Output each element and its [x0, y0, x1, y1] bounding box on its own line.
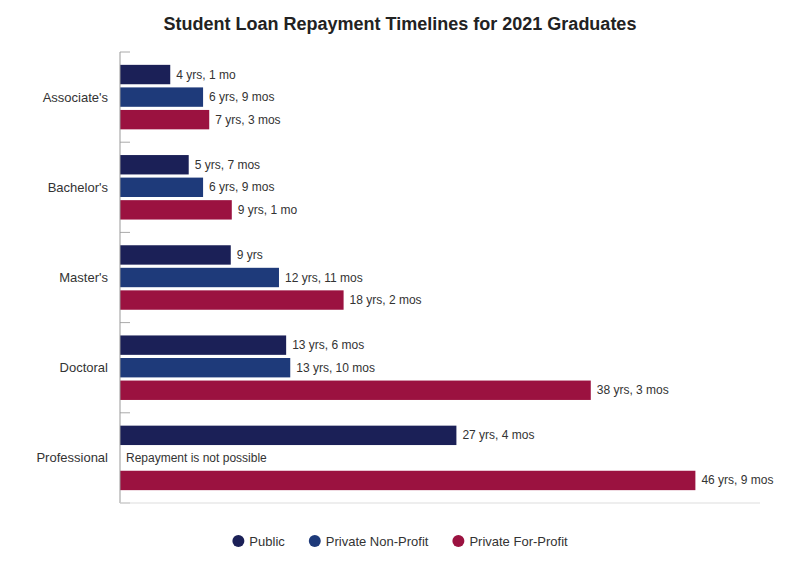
bar: [120, 335, 286, 354]
bar: [120, 381, 591, 400]
legend-label: Private Non-Profit: [326, 534, 429, 549]
y-axis-line: [120, 52, 121, 503]
data-label: 6 yrs, 9 mos: [209, 90, 274, 104]
bars: [120, 65, 695, 490]
bar: [120, 178, 203, 197]
bar: [120, 426, 456, 445]
y-tick-label: Professional: [36, 450, 108, 465]
bar: [120, 471, 695, 490]
data-label: Repayment is not possible: [126, 451, 267, 465]
bar: [120, 110, 209, 129]
data-label: 12 yrs, 11 mos: [285, 271, 363, 285]
chart-container: Student Loan Repayment Timelines for 202…: [0, 0, 800, 565]
chart-svg: Student Loan Repayment Timelines for 202…: [0, 0, 800, 565]
y-tick-label: Master's: [59, 270, 108, 285]
data-label: 38 yrs, 3 mos: [597, 383, 669, 397]
group-divider: [120, 412, 130, 413]
data-label: 18 yrs, 2 mos: [350, 293, 422, 307]
legend-marker: [309, 535, 321, 547]
x-axis-line: [120, 503, 760, 504]
legend-marker: [452, 535, 464, 547]
data-label: 4 yrs, 1 mo: [176, 68, 236, 82]
legend: Public Private Non-Profit Private For-Prof…: [232, 534, 568, 549]
bar: [120, 200, 232, 219]
y-tick-label: Doctoral: [60, 360, 109, 375]
bar: [120, 268, 279, 287]
bar: [120, 155, 189, 174]
data-label: 9 yrs: [237, 248, 263, 262]
bar: [120, 87, 203, 106]
bar: [120, 65, 170, 84]
legend-marker: [232, 535, 244, 547]
data-label: 7 yrs, 3 mos: [215, 113, 280, 127]
group-divider: [120, 52, 130, 53]
group-divider: [120, 322, 130, 323]
chart-title: Student Loan Repayment Timelines for 202…: [164, 14, 637, 34]
data-label: 13 yrs, 10 mos: [296, 361, 375, 375]
data-label: 46 yrs, 9 mos: [701, 473, 773, 487]
data-labels: 4 yrs, 1 mo 6 yrs, 9 mos 7 yrs, 3 mos 5 yrs…: [126, 68, 773, 488]
group-divider: [120, 232, 130, 233]
y-tick-label: Associate's: [43, 90, 109, 105]
data-label: 9 yrs, 1 mo: [238, 203, 298, 217]
bar: [120, 358, 290, 377]
legend-label: Public: [249, 534, 285, 549]
bar: [120, 290, 344, 309]
bar: [120, 245, 231, 264]
data-label: 13 yrs, 6 mos: [292, 338, 364, 352]
group-divider: [120, 142, 130, 143]
data-label: 27 yrs, 4 mos: [462, 428, 534, 442]
data-label: 5 yrs, 7 mos: [195, 158, 260, 172]
y-tick-label: Bachelor's: [48, 180, 109, 195]
legend-label: Private For-Profit: [469, 534, 568, 549]
data-label: 6 yrs, 9 mos: [209, 180, 274, 194]
